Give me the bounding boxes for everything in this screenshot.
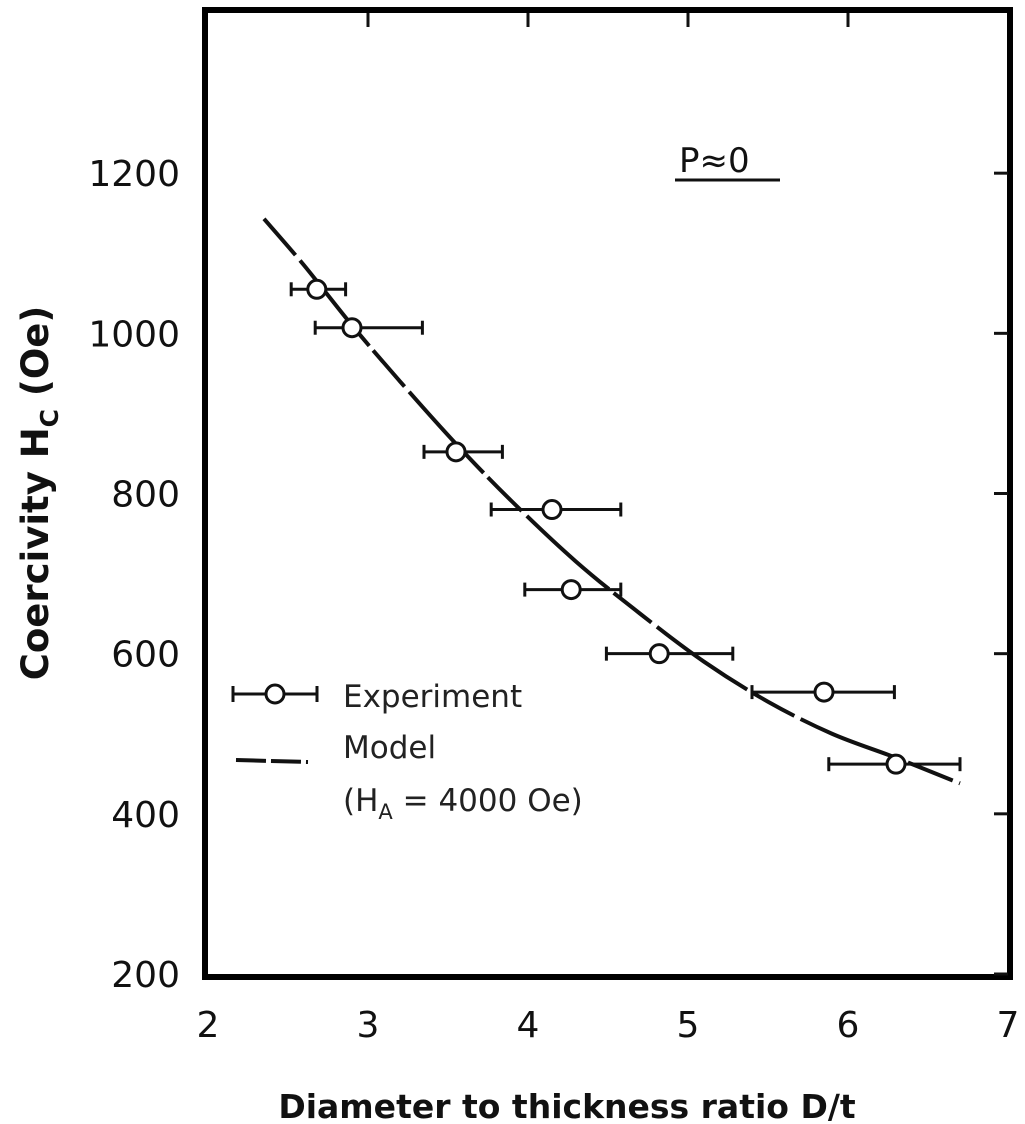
x-axis-title: Diameter to thickness ratio D/t	[278, 1087, 856, 1124]
experiment-marker	[560, 579, 582, 601]
y-axis-title-main: Coercivity H	[14, 427, 57, 680]
y-axis-title-unit: (Oe)	[14, 306, 57, 409]
x-tick-label: 5	[677, 1005, 700, 1046]
legend-experiment-marker	[264, 683, 286, 705]
experiment-point	[523, 579, 623, 601]
legend-model-param-sub: A	[378, 800, 393, 824]
legend-model-param: (HA = 4000 Oe)	[343, 783, 583, 824]
experiment-points-layer	[289, 278, 962, 775]
y-tick-label: 1000	[88, 314, 180, 355]
experiment-point	[604, 643, 735, 665]
experiment-point	[489, 499, 623, 521]
x-tick-label: 7	[997, 1005, 1020, 1046]
legend-model-label: Model	[343, 730, 436, 766]
experiment-marker	[541, 499, 563, 521]
experiment-marker	[341, 317, 363, 339]
legend-model-swatch	[235, 758, 309, 764]
experiment-point	[422, 441, 504, 463]
x-tick-label: 3	[357, 1005, 380, 1046]
experiment-point	[750, 681, 896, 703]
y-tick-label: 200	[111, 955, 180, 996]
y-tick-label: 1200	[88, 154, 180, 195]
annotation-p: P≈0	[679, 141, 750, 181]
legend-model-param-pre: (H	[343, 783, 378, 819]
y-axis-ticks: 200 400 600 800 1000 1200	[88, 154, 1008, 996]
legend-experiment-label: Experiment	[343, 679, 522, 715]
experiment-point	[827, 753, 962, 775]
plot-frame	[202, 7, 1013, 980]
y-axis-title: Coercivity HC (Oe)	[14, 306, 64, 681]
y-tick-label: 400	[111, 795, 180, 836]
x-tick-label: 4	[517, 1005, 540, 1046]
y-axis-title-sub: C	[35, 409, 64, 427]
experiment-point	[313, 317, 424, 339]
x-tick-label: 2	[197, 1005, 220, 1046]
experiment-marker	[306, 278, 328, 300]
experiment-marker	[648, 643, 670, 665]
experiment-marker	[445, 441, 467, 463]
x-axis-ticks: 2 3 4 5 6 7	[197, 13, 1020, 1046]
y-tick-label: 600	[111, 635, 180, 676]
experiment-point	[289, 278, 348, 300]
legend: Experiment Model (HA = 4000 Oe)	[231, 679, 583, 824]
y-tick-label: 800	[111, 475, 180, 516]
legend-model-param-post: = 4000 Oe)	[393, 783, 583, 819]
experiment-marker	[813, 681, 835, 703]
x-tick-label: 6	[837, 1005, 860, 1046]
experiment-marker	[885, 753, 907, 775]
